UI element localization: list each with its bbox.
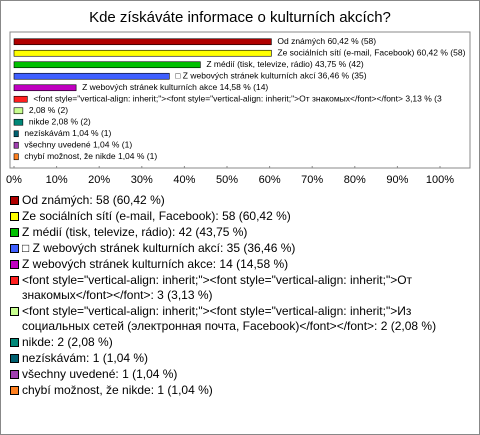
data-label: 2,08 % (2) — [29, 105, 68, 115]
bar — [13, 130, 19, 138]
legend-label: Z médií (tisk, televize, rádio): 42 (43,… — [22, 225, 248, 239]
legend-swatch — [10, 244, 19, 253]
legend-item: Ze sociálních sítí (e-mail, Facebook): 5… — [10, 209, 472, 224]
legend-item: všechny uvedené: 1 (1,04 %) — [10, 367, 472, 382]
legend-item: chybí možnost, že nikde: 1 (1,04 %) — [10, 383, 472, 398]
legend-label: <font style="vertical-align: inherit;"><… — [22, 304, 437, 333]
legend-label: Z webových stránek kulturních akce: 14 (… — [22, 257, 289, 271]
legend-label: nikde: 2 (2,08 %) — [22, 335, 113, 349]
x-tick-label: 30% — [131, 174, 153, 186]
legend-swatch — [10, 276, 19, 285]
legend-item: nezískávám: 1 (1,04 %) — [10, 351, 472, 366]
chart: Kde získáváte informace o kulturních akc… — [6, 9, 471, 186]
data-label: Od známých 60,42 % (58) — [277, 36, 376, 46]
legend-swatch — [10, 370, 19, 379]
legend-swatch — [10, 196, 19, 205]
x-tick-label: 40% — [173, 174, 195, 186]
bar — [13, 141, 19, 149]
bar — [13, 72, 170, 80]
legend-swatch — [10, 354, 19, 363]
chart-title: Kde získáváte informace o kulturních akc… — [89, 9, 391, 26]
legend-item: □ Z webových stránek kulturních akcí: 35… — [10, 241, 472, 256]
bar — [13, 49, 272, 57]
legend-swatch — [10, 228, 19, 237]
x-tick-label: 80% — [344, 174, 366, 186]
data-label: nezískávám 1,04 % (1) — [24, 128, 111, 138]
data-label: Ze sociálních sítí (e-mail, Facebook) 60… — [277, 48, 465, 58]
bar — [13, 118, 24, 126]
bar — [13, 153, 19, 161]
bar — [13, 61, 201, 69]
legend-label: všechny uvedené: 1 (1,04 %) — [22, 367, 178, 381]
data-label: □ Z webových stránek kulturních akcí 36,… — [175, 71, 366, 81]
x-tick-label: 10% — [46, 174, 68, 186]
x-tick-label: 20% — [88, 174, 110, 186]
x-tick-label: 100% — [426, 174, 454, 186]
data-label: Z médií (tisk, televize, rádio) 43,75 % … — [206, 59, 363, 69]
data-label: Z webových stránek kulturních akce 14,58… — [82, 82, 268, 92]
legend-item: Z médií (tisk, televize, rádio): 42 (43,… — [10, 225, 472, 240]
legend-item: nikde: 2 (2,08 %) — [10, 335, 472, 350]
legend-label: Od známých: 58 (60,42 %) — [22, 193, 165, 207]
legend-label: □ Z webových stránek kulturních akcí: 35… — [22, 241, 296, 255]
legend-item: Z webových stránek kulturních akce: 14 (… — [10, 257, 472, 272]
legend-swatch — [10, 307, 19, 316]
data-label: <font style="vertical-align: inherit;"><… — [33, 94, 442, 104]
x-tick-label: 60% — [259, 174, 281, 186]
legend-item: Od známých: 58 (60,42 %) — [10, 193, 472, 208]
legend-item: <font style="vertical-align: inherit;"><… — [10, 304, 472, 334]
bar — [13, 38, 272, 46]
x-tick-label: 0% — [6, 174, 22, 186]
legend-label: <font style="vertical-align: inherit;"><… — [22, 273, 413, 302]
data-label: všechny uvedené 1,04 % (1) — [24, 140, 132, 150]
bar — [13, 84, 77, 92]
bar — [13, 107, 24, 115]
x-tick-label: 70% — [301, 174, 323, 186]
legend-swatch — [10, 212, 19, 221]
legend-label: Ze sociálních sítí (e-mail, Facebook): 5… — [22, 209, 291, 223]
x-tick-label: 50% — [216, 174, 238, 186]
bar — [13, 95, 28, 103]
x-tick-label: 90% — [386, 174, 408, 186]
legend-label: chybí možnost, že nikde: 1 (1,04 %) — [22, 383, 213, 397]
legend: Od známých: 58 (60,42 %) Ze sociálních sí… — [10, 193, 472, 399]
legend-item: <font style="vertical-align: inherit;"><… — [10, 273, 472, 303]
data-label: chybí možnost, že nikde 1,04 % (1) — [24, 151, 157, 161]
legend-swatch — [10, 338, 19, 347]
plot-frame — [9, 31, 471, 169]
legend-label: nezískávám: 1 (1,04 %) — [22, 351, 149, 365]
legend-swatch — [10, 260, 19, 269]
legend-swatch — [10, 386, 19, 395]
data-label: nikde 2,08 % (2) — [29, 117, 91, 127]
